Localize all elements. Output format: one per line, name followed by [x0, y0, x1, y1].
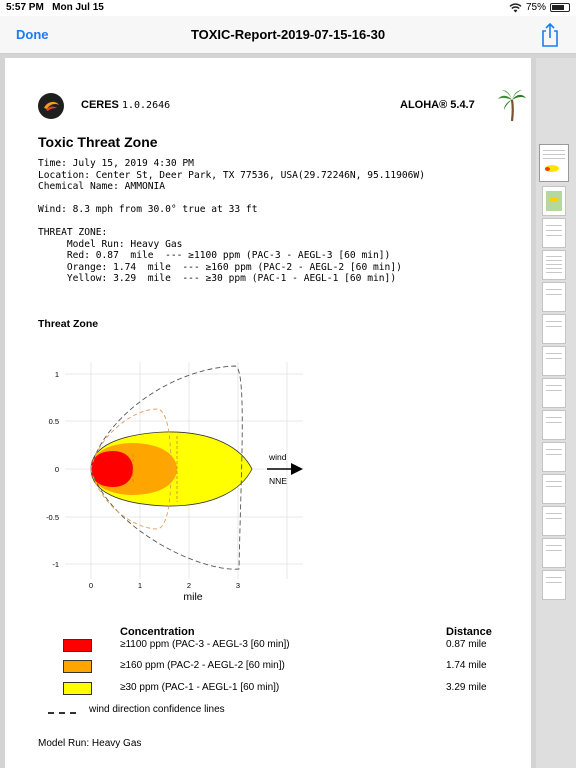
- legend-swatch-yellow: [63, 682, 92, 695]
- battery-percent: 75%: [525, 2, 546, 13]
- page-thumbnail-13[interactable]: [542, 538, 566, 568]
- aloha-version: ALOHA® 5.4.7: [400, 99, 475, 111]
- status-right: 75%: [509, 2, 570, 13]
- page-thumbnail-1[interactable]: [539, 144, 569, 182]
- page-thumbnail-5[interactable]: [542, 282, 566, 312]
- threat-zone-yellow: Yellow: 3.29 mile --- ≥30 ppm (PAC-1 - A…: [38, 273, 397, 284]
- wind-label: wind: [268, 452, 287, 462]
- legend-label-yellow: ≥30 ppm (PAC-1 - AEGL-1 [60 min]): [120, 682, 280, 693]
- palm-tree-icon: [498, 90, 526, 122]
- brand-text: CERES: [81, 99, 119, 111]
- x-tick: 0: [89, 581, 93, 590]
- legend-distance-yellow: 3.29 mile: [446, 682, 487, 693]
- legend-distance-orange: 1.74 mile: [446, 660, 487, 671]
- page-thumbnail-8[interactable]: [542, 378, 566, 408]
- x-tick: 2: [187, 581, 191, 590]
- y-tick: -0.5: [46, 513, 59, 522]
- page-thumbnail-12[interactable]: [542, 506, 566, 536]
- threat-zone-orange: Orange: 1.74 mile --- ≥160 ppm (PAC-2 - …: [38, 261, 402, 273]
- status-time-date: 5:57 PM Mon Jul 15: [6, 2, 104, 13]
- page-thumbnail-4[interactable]: [542, 250, 566, 280]
- brand-version: 1.0.2646: [121, 100, 171, 111]
- done-button[interactable]: Done: [16, 27, 49, 42]
- page-thumbnail-3[interactable]: [542, 218, 566, 248]
- legend-distance-header: Distance: [446, 626, 492, 638]
- status-date: Mon Jul 15: [52, 2, 104, 13]
- page-thumbnail-11[interactable]: [542, 474, 566, 504]
- y-tick: 0.5: [49, 417, 59, 426]
- page-thumbnail-7[interactable]: [542, 346, 566, 376]
- status-bar: 5:57 PM Mon Jul 15 75%: [0, 0, 576, 16]
- legend-distance-red: 0.87 mile: [446, 639, 487, 650]
- legend-swatch-red: [63, 639, 92, 652]
- page-thumbnail-9[interactable]: [542, 410, 566, 440]
- share-icon[interactable]: [538, 22, 562, 48]
- wind-arrow-icon: [267, 463, 303, 475]
- page-thumbnail-14[interactable]: [542, 570, 566, 600]
- threat-zone-red: Red: 0.87 mile --- ≥1100 ppm (PAC-3 - AE…: [38, 250, 391, 261]
- x-tick: 1: [138, 581, 142, 590]
- y-tick: 0: [55, 465, 59, 474]
- threat-zone-heading: THREAT ZONE:: [38, 227, 108, 238]
- wind-direction-label: NNE: [269, 476, 287, 486]
- legend-concentration-header: Concentration: [120, 626, 195, 638]
- confidence-line-legend-icon: [48, 712, 76, 714]
- page-thumbnail-10[interactable]: [542, 442, 566, 472]
- time-line: Time: July 15, 2019 4:30 PM: [38, 158, 194, 169]
- confidence-line-legend-label: wind direction confidence lines: [89, 704, 225, 715]
- battery-icon: [550, 3, 570, 12]
- wind-line: Wind: 8.3 mph from 30.0° true at 33 ft: [38, 204, 258, 215]
- y-tick: 1: [55, 370, 59, 379]
- nav-bar: Done TOXIC-Report-2019-07-15-16-30: [0, 16, 576, 54]
- threat-zone-model: Model Run: Heavy Gas: [38, 238, 183, 250]
- chemical-line: Chemical Name: AMMONIA: [38, 181, 166, 192]
- threat-zone-plot: wind NNE 1 0.5 0 -0.5 -1 0 1 2 3 mile: [46, 362, 303, 603]
- y-tick-labels: 1 0.5 0 -0.5 -1: [46, 370, 59, 569]
- red-zone: [91, 451, 133, 487]
- nav-title: TOXIC-Report-2019-07-15-16-30: [190, 27, 386, 42]
- footer-model-run: Model Run: Heavy Gas: [38, 738, 142, 749]
- report-page[interactable]: CERES 1.0.2646 ALOHA® 5.4.7 Toxic Threat…: [5, 58, 531, 768]
- report-title: Toxic Threat Zone: [38, 134, 158, 150]
- page-thumbnail-sidebar[interactable]: [536, 58, 576, 768]
- status-time: 5:57 PM: [6, 2, 44, 13]
- brand-name: CERES 1.0.2646: [81, 99, 170, 111]
- legend-swatch-orange: [63, 660, 92, 673]
- legend-label-red: ≥1100 ppm (PAC-3 - AEGL-3 [60 min]): [120, 639, 290, 650]
- x-axis-label: mile: [183, 591, 202, 603]
- location-line: Location: Center St, Deer Park, TX 77536…: [38, 169, 425, 181]
- ceres-swoosh-icon: [44, 101, 59, 111]
- section-title: Threat Zone: [38, 318, 99, 330]
- y-tick: -1: [52, 560, 59, 569]
- page-thumbnail-6[interactable]: [542, 314, 566, 344]
- confidence-line-outer: [90, 365, 243, 570]
- legend-label-orange: ≥160 ppm (PAC-2 - AEGL-2 [60 min]): [120, 660, 285, 671]
- ceres-logo: [38, 93, 64, 119]
- x-tick-labels: 0 1 2 3: [89, 581, 240, 590]
- x-tick: 3: [236, 581, 240, 590]
- confidence-line-inner: [90, 408, 172, 530]
- page-thumbnail-2[interactable]: [542, 186, 566, 216]
- wifi-icon: [509, 2, 522, 12]
